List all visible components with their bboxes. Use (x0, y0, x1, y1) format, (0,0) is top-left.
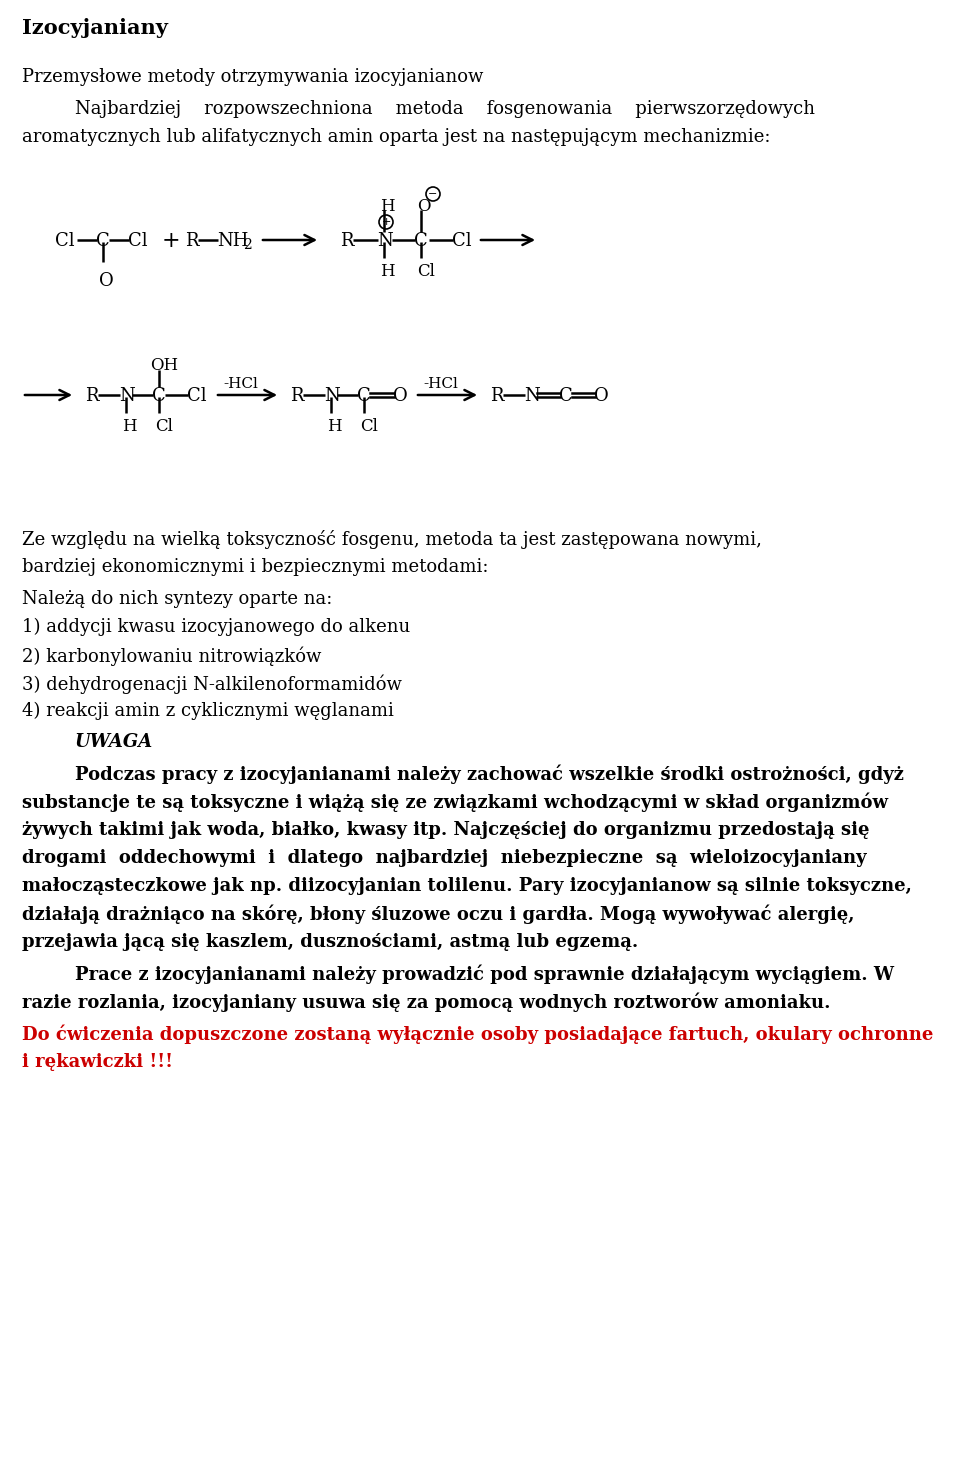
Text: R: R (490, 387, 503, 406)
Text: Najbardziej    rozpowszechniona    metoda    fosgenowania    pierwszorzędowych: Najbardziej rozpowszechniona metoda fosg… (75, 101, 815, 118)
Text: C: C (559, 387, 573, 406)
Text: Należą do nich syntezy oparte na:: Należą do nich syntezy oparte na: (22, 589, 332, 608)
Text: -HCl: -HCl (223, 376, 258, 391)
Text: Cl: Cl (187, 387, 206, 406)
Text: 3) dehydrogenacji N-alkilenoformamidów: 3) dehydrogenacji N-alkilenoformamidów (22, 674, 402, 693)
Text: +: + (381, 217, 391, 228)
Text: małocząsteczkowe jak np. diizocyjanian tolilenu. Pary izocyjanianow są silnie to: małocząsteczkowe jak np. diizocyjanian t… (22, 877, 912, 894)
Text: działają drażniąco na skórę, błony śluzowe oczu i gardła. Mogą wywoływać alergię: działają drażniąco na skórę, błony śluzo… (22, 905, 854, 925)
Text: razie rozlania, izocyjaniany usuwa się za pomocą wodnych roztworów amoniaku.: razie rozlania, izocyjaniany usuwa się z… (22, 994, 830, 1013)
Text: Podczas pracy z izocyjanianami należy zachować wszelkie środki ostrożności, gdyż: Podczas pracy z izocyjanianami należy za… (75, 765, 904, 785)
Text: bardziej ekonomicznymi i bezpiecznymi metodami:: bardziej ekonomicznymi i bezpiecznymi me… (22, 557, 489, 576)
Text: żywych takimi jak woda, białko, kwasy itp. Najczęściej do organizmu przedostają : żywych takimi jak woda, białko, kwasy it… (22, 821, 870, 839)
Text: Cl: Cl (360, 417, 378, 435)
Text: Do ćwiczenia dopuszczone zostaną wyłącznie osoby posiadające fartuch, okulary oc: Do ćwiczenia dopuszczone zostaną wyłączn… (22, 1026, 933, 1045)
Text: drogami  oddechowymi  i  dlatego  najbardziej  niebezpieczne  są  wieloizocyjani: drogami oddechowymi i dlatego najbardzie… (22, 849, 867, 867)
Text: aromatycznych lub alifatycznych amin oparta jest na następującym mechanizmie:: aromatycznych lub alifatycznych amin opa… (22, 128, 771, 146)
Text: C: C (357, 387, 371, 406)
Text: H: H (327, 417, 342, 435)
Text: -HCl: -HCl (423, 376, 458, 391)
Text: R: R (85, 387, 99, 406)
Text: Prace z izocyjanianami należy prowadzić pod sprawnie działającym wyciągiem. W: Prace z izocyjanianami należy prowadzić … (75, 964, 894, 985)
Text: C: C (414, 232, 428, 249)
Text: Cl: Cl (155, 417, 173, 435)
Text: Ze względu na wielką toksyczność fosgenu, metoda ta jest zastępowana nowymi,: Ze względu na wielką toksyczność fosgenu… (22, 530, 762, 549)
Text: N: N (377, 232, 393, 249)
Text: Przemysłowe metody otrzymywania izocyjanianow: Przemysłowe metody otrzymywania izocyjan… (22, 69, 484, 86)
Text: N: N (324, 387, 340, 406)
Text: NH: NH (217, 232, 249, 249)
Text: H: H (380, 263, 395, 280)
Text: 2) karbonylowaniu nitrowiązków: 2) karbonylowaniu nitrowiązków (22, 646, 322, 665)
Text: N: N (524, 387, 540, 406)
Text: Cl: Cl (452, 232, 471, 249)
Text: R: R (290, 387, 303, 406)
Text: C: C (152, 387, 166, 406)
Text: 2: 2 (243, 238, 252, 252)
Text: −: − (428, 190, 438, 198)
Text: Cl: Cl (417, 263, 435, 280)
Text: O: O (594, 387, 609, 406)
Text: C: C (96, 232, 109, 249)
Text: Cl: Cl (128, 232, 148, 249)
Text: H: H (380, 198, 395, 214)
Text: 1) addycji kwasu izocyjanowego do alkenu: 1) addycji kwasu izocyjanowego do alkenu (22, 619, 410, 636)
Text: przejawia jącą się kaszlem, dusznościami, astmą lub egzemą.: przejawia jącą się kaszlem, dusznościami… (22, 932, 638, 951)
Text: H: H (122, 417, 136, 435)
Text: substancje te są toksyczne i wiążą się ze związkami wchodzącymi w skład organizm: substancje te są toksyczne i wiążą się z… (22, 794, 888, 813)
Text: Izocyjaniany: Izocyjaniany (22, 18, 168, 38)
Text: i rękawiczki !!!: i rękawiczki !!! (22, 1053, 173, 1071)
Text: R: R (340, 232, 353, 249)
Text: +: + (162, 231, 180, 252)
Text: O: O (393, 387, 408, 406)
Text: OH: OH (150, 357, 179, 374)
Text: N: N (119, 387, 134, 406)
Text: Cl: Cl (55, 232, 75, 249)
Text: O: O (99, 271, 113, 290)
Text: R: R (185, 232, 199, 249)
Text: UWAGA: UWAGA (75, 732, 154, 751)
Text: 4) reakcji amin z cyklicznymi węglanami: 4) reakcji amin z cyklicznymi węglanami (22, 702, 394, 721)
Text: O: O (417, 198, 430, 214)
